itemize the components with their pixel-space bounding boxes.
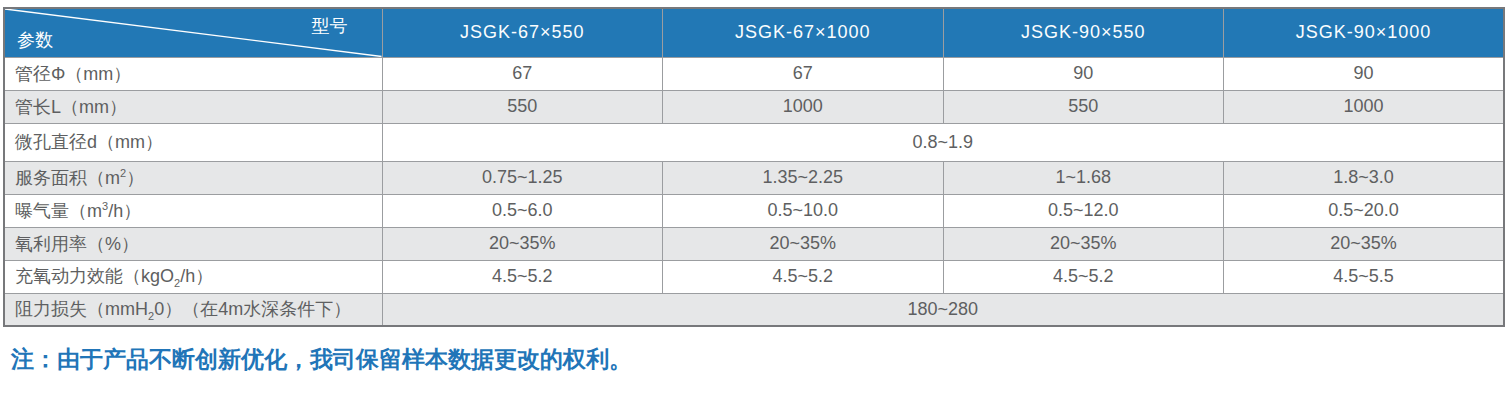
value-cell: 67 [382, 57, 663, 90]
table-row: 微孔直径d（mm）0.8~1.9 [4, 123, 1504, 161]
table-row: 管长L（mm）55010005501000 [4, 90, 1504, 123]
value-cell: 1000 [1224, 90, 1505, 123]
row-label: 微孔直径d（mm） [4, 123, 382, 161]
value-cell: 1.35~2.25 [663, 161, 944, 194]
column-header: JSGK-67×1000 [663, 8, 944, 57]
table-row: 氧利用率（%）20~35%20~35%20~35%20~35% [4, 227, 1504, 260]
row-label: 管长L（mm） [4, 90, 382, 123]
value-cell: 20~35% [382, 227, 663, 260]
value-cell: 20~35% [943, 227, 1224, 260]
value-cell: 0.5~20.0 [1224, 194, 1505, 227]
value-cell: 4.5~5.2 [663, 260, 944, 293]
spec-table-body: 管径Φ（mm）67679090管长L（mm）55010005501000微孔直径… [4, 57, 1504, 326]
value-cell: 1~1.68 [943, 161, 1224, 194]
corner-label-parameter: 参数 [17, 28, 53, 52]
value-cell: 4.5~5.2 [943, 260, 1224, 293]
value-cell: 20~35% [663, 227, 944, 260]
spec-table: 型号 参数 JSGK-67×550JSGK-67×1000JSGK-90×550… [3, 7, 1505, 327]
value-cell: 1.8~3.0 [1224, 161, 1505, 194]
value-cell: 90 [1224, 57, 1505, 90]
column-header: JSGK-90×1000 [1224, 8, 1505, 57]
header-row: 型号 参数 JSGK-67×550JSGK-67×1000JSGK-90×550… [4, 8, 1504, 57]
row-label: 曝气量（m3/h） [4, 194, 382, 227]
value-cell: 550 [382, 90, 663, 123]
table-row: 服务面积（m2）0.75~1.251.35~2.251~1.681.8~3.0 [4, 161, 1504, 194]
value-cell: 0.5~12.0 [943, 194, 1224, 227]
table-row: 阻力损失（mmH20）（在4m水深条件下）180~280 [4, 293, 1504, 326]
footnote: 注：由于产品不断创新优化，我司保留样本数据更改的权利。 [11, 344, 1510, 375]
row-label: 氧利用率（%） [4, 227, 382, 260]
value-cell: 4.5~5.5 [1224, 260, 1505, 293]
column-header: JSGK-90×550 [943, 8, 1224, 57]
value-cell: 1000 [663, 90, 944, 123]
merged-value-cell: 180~280 [382, 293, 1504, 326]
value-cell: 67 [663, 57, 944, 90]
corner-header-cell: 型号 参数 [4, 8, 382, 57]
table-row: 管径Φ（mm）67679090 [4, 57, 1504, 90]
table-row: 充氧动力效能（kgO2/h）4.5~5.24.5~5.24.5~5.24.5~5… [4, 260, 1504, 293]
value-cell: 0.5~10.0 [663, 194, 944, 227]
row-label: 阻力损失（mmH20）（在4m水深条件下） [4, 293, 382, 326]
row-label: 服务面积（m2） [4, 161, 382, 194]
value-cell: 0.5~6.0 [382, 194, 663, 227]
merged-value-cell: 0.8~1.9 [382, 123, 1504, 161]
value-cell: 4.5~5.2 [382, 260, 663, 293]
spec-table-header: 型号 参数 JSGK-67×550JSGK-67×1000JSGK-90×550… [4, 8, 1504, 57]
spec-sheet: 型号 参数 JSGK-67×550JSGK-67×1000JSGK-90×550… [0, 0, 1510, 375]
column-header: JSGK-67×550 [382, 8, 663, 57]
value-cell: 90 [943, 57, 1224, 90]
table-row: 曝气量（m3/h）0.5~6.00.5~10.00.5~12.00.5~20.0 [4, 194, 1504, 227]
value-cell: 550 [943, 90, 1224, 123]
corner-label-model: 型号 [312, 14, 348, 38]
row-label: 管径Φ（mm） [4, 57, 382, 90]
value-cell: 20~35% [1224, 227, 1505, 260]
row-label: 充氧动力效能（kgO2/h） [4, 260, 382, 293]
value-cell: 0.75~1.25 [382, 161, 663, 194]
